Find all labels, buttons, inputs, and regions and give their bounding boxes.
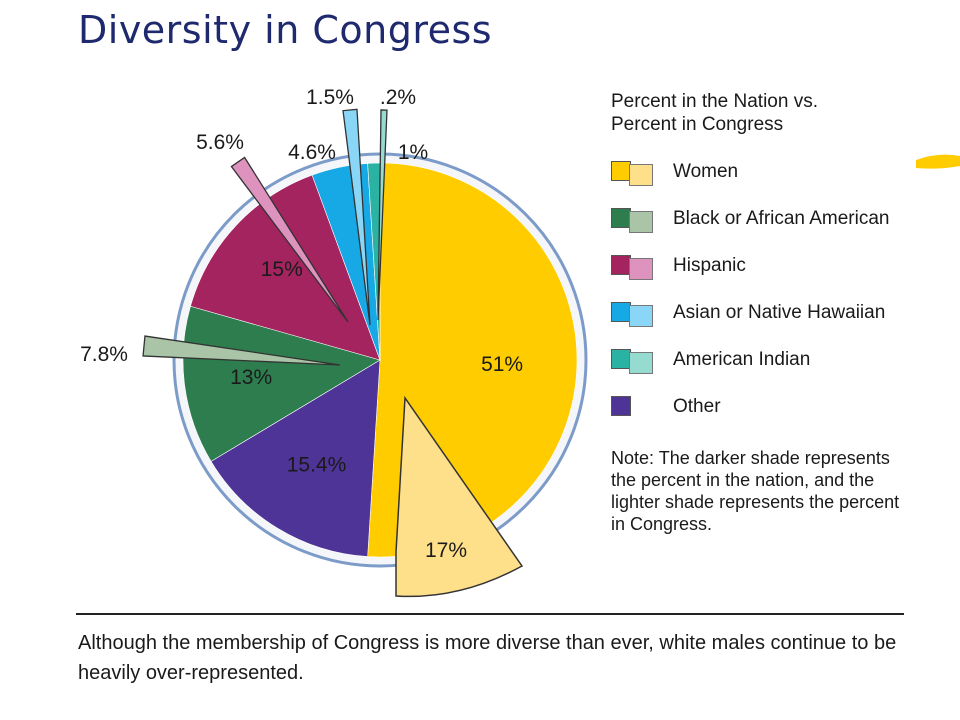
chart-title: Diversity in Congress — [78, 8, 493, 52]
nation-slices — [182, 162, 578, 558]
caption: Although the membership of Congress is m… — [78, 632, 897, 684]
legend-label: Black or African American — [673, 207, 890, 229]
legend-item-women: Women — [611, 148, 911, 195]
nation-label-other: 15.4% — [287, 453, 347, 476]
legend-label: American Indian — [673, 348, 811, 370]
nation-label-asian-or-native-hawaiian: 4.6% — [288, 141, 336, 164]
slice-hispanic — [190, 174, 381, 361]
congress-label-hispanic: 5.6% — [196, 131, 244, 154]
congress-label-women: 17% — [425, 539, 467, 562]
legend-item-american-indian: American Indian — [611, 336, 911, 383]
nation-label-american-indian: 1% — [398, 141, 428, 164]
legend: Percent in the Nation vs. Percent in Con… — [611, 90, 911, 430]
legend-swatch — [611, 206, 657, 233]
nation-label-hispanic: 15% — [261, 258, 303, 281]
congress-label-asian-or-native-hawaiian: 1.5% — [306, 86, 354, 109]
congress-label-american-indian: .2% — [380, 86, 416, 109]
legend-swatch — [611, 159, 657, 186]
congress-wedge-hispanic — [230, 156, 349, 323]
congress-wedge-asian-or-native-hawaiian — [342, 108, 371, 326]
slice-labels: 51% 15.4% 13% 15% 4.6% 1% 17% 7.8% 5.6% 1.5% .2% — [80, 86, 523, 562]
congress-wedges — [142, 108, 524, 598]
legend-swatch — [611, 347, 657, 374]
legend-swatch — [611, 394, 657, 420]
legend-item-other: Other — [611, 383, 911, 430]
chart-note: Note: The darker shade represents the pe… — [611, 448, 900, 534]
divider — [76, 613, 904, 615]
legend-title: Percent in the Nation vs. Percent in Con… — [611, 91, 818, 135]
legend-label: Asian or Native Hawaiian — [673, 301, 886, 323]
legend-label: Other — [673, 395, 721, 417]
congress-wedge-black-or-african-american — [142, 335, 341, 366]
congress-wedge-american-indian — [377, 109, 388, 321]
slice-black-or-african-american — [182, 305, 381, 462]
congress-wedge-women — [395, 395, 524, 598]
congress-label-black-or-african-american: 7.8% — [80, 343, 128, 366]
nation-label-black-or-african-american: 13% — [230, 366, 272, 389]
legend-label: Hispanic — [673, 254, 746, 276]
legend-item-asian: Asian or Native Hawaiian — [611, 289, 911, 336]
legend-swatch — [611, 253, 657, 280]
legend-item-black: Black or African American — [611, 195, 911, 242]
legend-item-hispanic: Hispanic — [611, 242, 911, 289]
legend-label: Women — [673, 160, 739, 182]
nation-label-women: 51% — [481, 353, 523, 376]
decorative-tab-mark — [916, 154, 960, 169]
slice-other — [210, 359, 381, 557]
legend-swatch — [611, 300, 657, 327]
